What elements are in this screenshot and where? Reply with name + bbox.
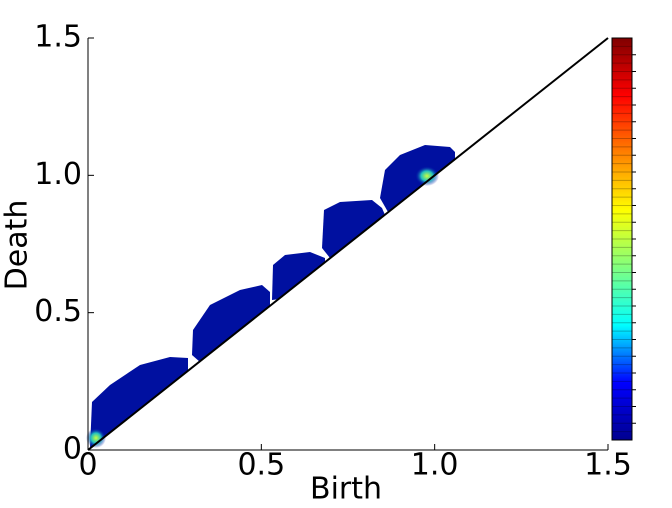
density-regions — [86, 145, 455, 448]
hot-spot — [86, 428, 106, 448]
y-tick-label: 0 — [63, 432, 82, 467]
y-tick-label: 1.5 — [34, 20, 82, 55]
region — [272, 252, 325, 300]
x-tick-label: 0.5 — [237, 448, 285, 483]
hot-spot — [415, 166, 439, 186]
diagonal — [87, 37, 609, 451]
axes: 0 0.5 1.0 1.5 0 0.5 1.0 1.5 — [34, 20, 632, 483]
x-axis-label: Birth — [310, 472, 382, 505]
region — [90, 357, 188, 448]
y-axis-label: Death — [0, 200, 35, 291]
y-tick-label: 0.5 — [34, 294, 82, 329]
y-tick-label: 1.0 — [34, 157, 82, 192]
x-tick-label: 1.0 — [411, 448, 459, 483]
region — [192, 285, 270, 362]
colorbar-cells — [612, 45, 636, 433]
x-tick-label: 0 — [78, 448, 97, 483]
x-tick-label: 1.5 — [584, 448, 632, 483]
region — [322, 200, 385, 258]
